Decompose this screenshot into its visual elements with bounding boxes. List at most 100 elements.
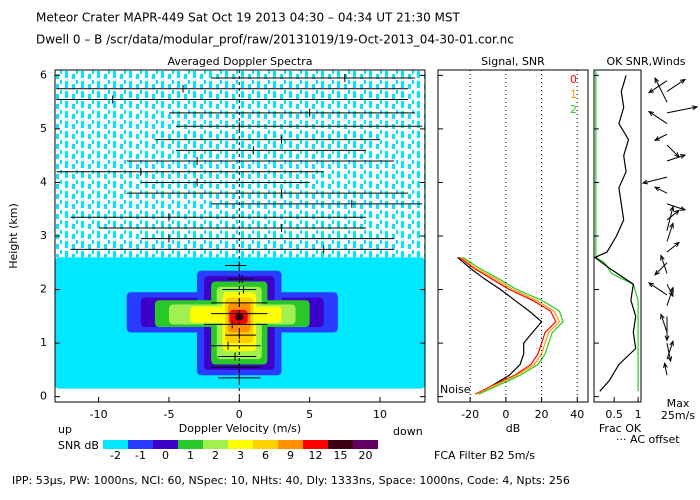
legend-entry: 1 <box>570 88 577 101</box>
wind-arrow <box>664 363 668 376</box>
x-axis-label: Doppler Velocity (m/s) <box>179 422 301 435</box>
wind-arrow <box>660 255 668 274</box>
arrow-head <box>647 88 655 94</box>
side-label: down <box>393 425 423 438</box>
y-tick-label: 1 <box>40 336 47 349</box>
y-tick-label: 5 <box>40 122 47 135</box>
arrow-head <box>674 209 681 215</box>
wind-arrow <box>648 80 668 94</box>
wind-arrow <box>642 176 668 184</box>
arrow-head <box>669 339 674 347</box>
colorbar-tick-label: 3 <box>237 449 244 462</box>
wind-arrow <box>666 242 680 253</box>
colorbar-tick-label: 1 <box>187 449 194 462</box>
colorbar-tick-label: 20 <box>359 449 373 462</box>
arrow-head <box>692 105 699 111</box>
y-tick-label: 4 <box>40 175 47 188</box>
colorbar-swatch <box>178 440 203 449</box>
x-tick-label: -10 <box>90 408 108 421</box>
y-tick-label: 0 <box>40 390 47 403</box>
colorbar-swatch <box>153 440 178 449</box>
wind-arrow <box>666 144 680 158</box>
arrow-head <box>654 76 660 84</box>
profile-line <box>460 256 561 395</box>
header-line: Meteor Crater MAPR-449 Sat Oct 19 2013 0… <box>36 11 461 25</box>
wind-arrow <box>654 77 668 103</box>
wind-arrow <box>654 133 668 141</box>
colorbar-tick-label: 0 <box>162 449 169 462</box>
arrow-head <box>641 179 649 185</box>
panel-frame <box>437 69 589 403</box>
panel-frame <box>593 69 642 403</box>
x-tick-label: 40 <box>570 408 584 421</box>
wind-arrow <box>666 79 686 92</box>
panel-title: Averaged Doppler Spectra <box>167 55 312 68</box>
wind-arrow <box>648 282 668 296</box>
wind-arrow <box>666 342 672 362</box>
colorbar-swatch <box>203 440 228 449</box>
arrow-head <box>647 110 655 116</box>
legend-entry: 2 <box>570 103 577 116</box>
profile-line <box>593 75 637 392</box>
colorbar-swatch <box>103 440 128 449</box>
y-tick-label: 2 <box>40 283 47 296</box>
y-tick-label: 6 <box>40 68 47 81</box>
wind-arrow <box>666 223 674 242</box>
x-tick-label: -5 <box>163 408 174 421</box>
colorbar-label: SNR dB <box>58 439 99 452</box>
wind-arrow <box>654 262 668 276</box>
wind-arrow <box>666 154 686 162</box>
arrow-head <box>674 241 681 248</box>
arrow-head <box>669 286 674 293</box>
arrow-head <box>653 186 661 192</box>
profile-line <box>462 256 564 395</box>
wind-arrow <box>666 209 680 221</box>
arrow-head <box>653 136 661 141</box>
colorbar-swatch <box>303 440 328 449</box>
y-tick-label: 3 <box>40 229 47 242</box>
colorbar-swatch <box>353 440 378 449</box>
colorbar-tick-label: 6 <box>262 449 269 462</box>
arrow-head <box>654 269 660 276</box>
colorbar-tick-label: -1 <box>135 449 146 462</box>
x-tick-label: -20 <box>461 408 479 421</box>
arrow-head <box>669 222 674 229</box>
profile-line <box>457 256 543 395</box>
x-tick-label: 10 <box>373 408 387 421</box>
legend-entry: 0 <box>570 73 577 86</box>
colorbar-tick-label: 12 <box>309 449 323 462</box>
filter-note: FCA Filter B2 5m/s <box>434 449 535 462</box>
wind-arrow <box>666 206 674 231</box>
arrow-head <box>664 335 670 342</box>
noise-label: Noise <box>440 383 471 396</box>
colorbar-tick-label: -2 <box>110 449 121 462</box>
wind-arrow <box>654 186 668 194</box>
arrow-head <box>660 313 665 320</box>
colorbar-swatch <box>253 440 278 449</box>
x-tick-label: 0.5 <box>605 408 623 421</box>
footer: IPP: 53μs, PW: 1000ns, NCI: 60, NSpec: 1… <box>12 474 570 487</box>
x-tick-label: 20 <box>535 408 549 421</box>
x-axis-label: dB <box>506 422 521 435</box>
x-axis-label: Frac OK <box>599 422 642 435</box>
colorbar-tick-label: 9 <box>287 449 294 462</box>
panel-title: Signal, SNR <box>481 55 545 68</box>
wind-arrow <box>666 203 686 211</box>
arrow-head <box>679 154 687 159</box>
colorbar-swatch <box>278 440 303 449</box>
wind-arrow <box>648 111 668 124</box>
arrow-head <box>660 254 665 261</box>
colorbar-swatch <box>228 440 253 449</box>
wind-arrow <box>666 341 674 360</box>
wind-arrow <box>666 106 698 114</box>
wind-arrow <box>666 287 674 306</box>
arrow-head <box>679 206 687 211</box>
max-label: Max <box>667 397 690 410</box>
colorbar-tick-label: 15 <box>334 449 348 462</box>
arrow-head <box>663 361 668 369</box>
colorbar-swatch <box>328 440 353 449</box>
profile-line <box>595 70 639 392</box>
x-tick-label: 0 <box>236 408 243 421</box>
arrow-head <box>647 282 655 288</box>
